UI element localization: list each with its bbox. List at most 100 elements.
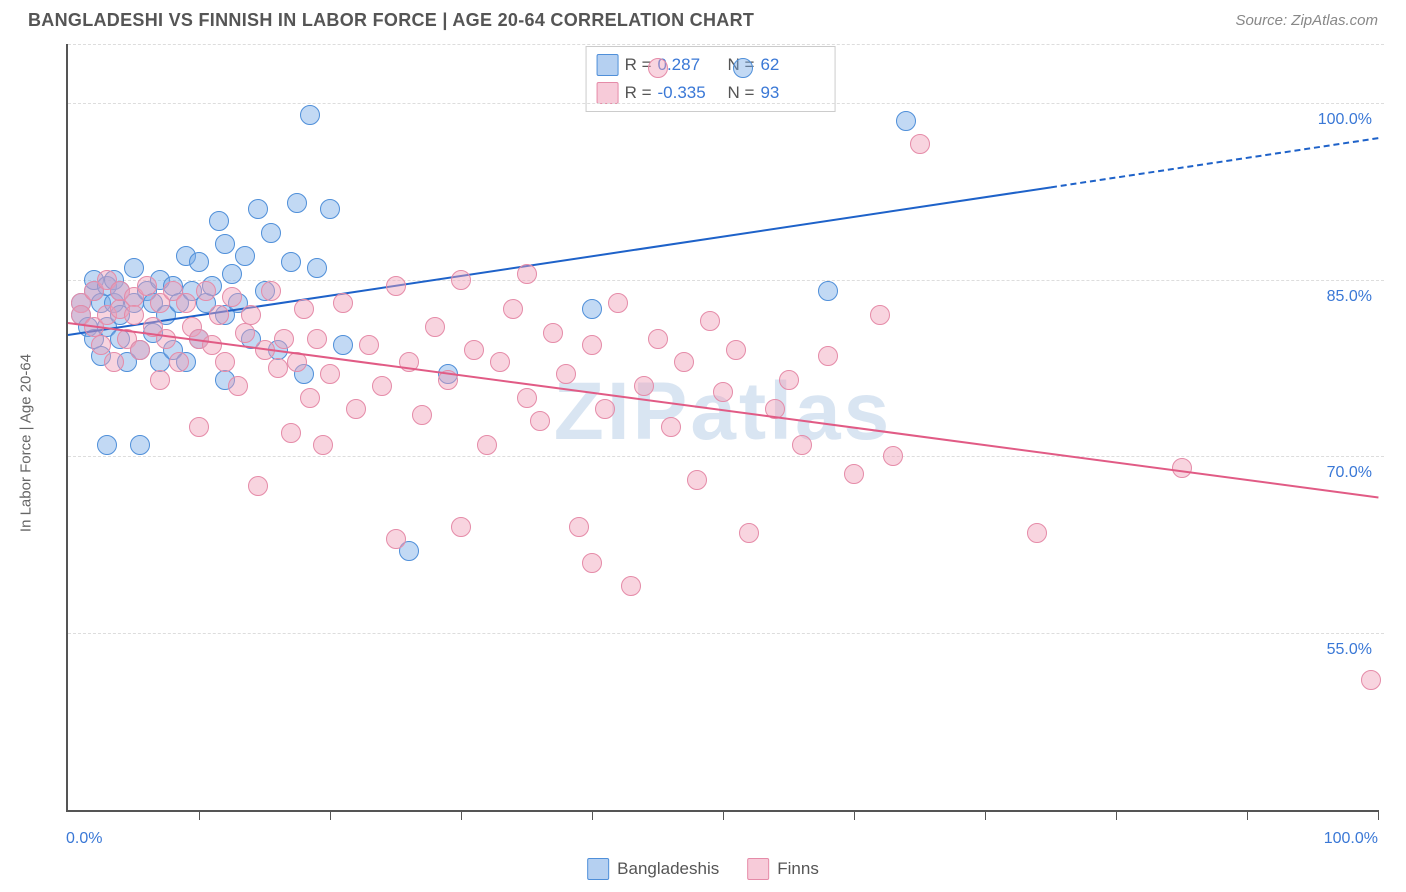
data-point: [209, 305, 229, 325]
data-point: [595, 399, 615, 419]
data-point: [464, 340, 484, 360]
data-point: [621, 576, 641, 596]
data-point: [386, 276, 406, 296]
x-tick: [199, 810, 200, 820]
data-point: [896, 111, 916, 131]
data-point: [726, 340, 746, 360]
x-tick: [592, 810, 593, 820]
legend-item: Finns: [747, 858, 819, 880]
y-tick-label: 55.0%: [1327, 641, 1372, 659]
gridline: [68, 44, 1384, 45]
data-point: [779, 370, 799, 390]
x-tick: [1378, 810, 1379, 820]
data-point: [648, 329, 668, 349]
data-point: [313, 435, 333, 455]
series-legend: Bangladeshis Finns: [587, 858, 819, 880]
gridline: [68, 456, 1384, 457]
data-point: [634, 376, 654, 396]
source-label: Source: ZipAtlas.com: [1235, 12, 1378, 29]
data-point: [818, 281, 838, 301]
data-point: [222, 264, 242, 284]
data-point: [818, 346, 838, 366]
data-point: [150, 370, 170, 390]
data-point: [700, 311, 720, 331]
data-point: [582, 553, 602, 573]
data-point: [215, 234, 235, 254]
data-point: [176, 293, 196, 313]
x-tick: [723, 810, 724, 820]
x-tick: [1116, 810, 1117, 820]
data-point: [844, 464, 864, 484]
data-point: [169, 352, 189, 372]
legend-row: R =0.287N =62: [597, 51, 825, 79]
gridline: [68, 633, 1384, 634]
data-point: [372, 376, 392, 396]
n-value: 62: [760, 55, 824, 75]
data-point: [294, 299, 314, 319]
x-tick: [461, 810, 462, 820]
data-point: [209, 211, 229, 231]
legend-series-label: Bangladeshis: [617, 859, 719, 879]
data-point: [333, 335, 353, 355]
data-point: [1361, 670, 1381, 690]
x-tick: [1247, 810, 1248, 820]
trend-line: [68, 323, 1378, 497]
data-point: [451, 517, 471, 537]
legend-swatch: [597, 82, 619, 104]
data-point: [124, 305, 144, 325]
data-point: [300, 388, 320, 408]
plot-region: ZIPatlas R =0.287N =62R =-0.335N =93 55.…: [66, 44, 1378, 812]
data-point: [189, 252, 209, 272]
data-point: [104, 352, 124, 372]
data-point: [320, 364, 340, 384]
data-point: [556, 364, 576, 384]
data-point: [733, 58, 753, 78]
data-point: [320, 199, 340, 219]
x-tick: [985, 810, 986, 820]
data-point: [648, 58, 668, 78]
data-point: [97, 435, 117, 455]
data-point: [235, 323, 255, 343]
data-point: [202, 335, 222, 355]
data-point: [792, 435, 812, 455]
data-point: [124, 258, 144, 278]
y-tick-label: 100.0%: [1318, 111, 1372, 129]
data-point: [137, 276, 157, 296]
data-point: [503, 299, 523, 319]
data-point: [235, 246, 255, 266]
data-point: [386, 529, 406, 549]
data-point: [130, 435, 150, 455]
data-point: [307, 329, 327, 349]
r-label: R =: [625, 83, 652, 103]
data-point: [261, 223, 281, 243]
data-point: [333, 293, 353, 313]
data-point: [582, 299, 602, 319]
x-axis-max-label: 100.0%: [1324, 830, 1378, 848]
data-point: [222, 287, 242, 307]
data-point: [661, 417, 681, 437]
data-point: [870, 305, 890, 325]
data-point: [215, 352, 235, 372]
data-point: [248, 199, 268, 219]
data-point: [569, 517, 589, 537]
data-point: [196, 281, 216, 301]
data-point: [130, 340, 150, 360]
data-point: [412, 405, 432, 425]
n-value: 93: [760, 83, 824, 103]
data-point: [477, 435, 497, 455]
data-point: [346, 399, 366, 419]
legend-series-label: Finns: [777, 859, 819, 879]
data-point: [451, 270, 471, 290]
data-point: [1027, 523, 1047, 543]
legend-swatch: [747, 858, 769, 880]
data-point: [248, 476, 268, 496]
chart-title: BANGLADESHI VS FINNISH IN LABOR FORCE | …: [28, 10, 754, 31]
data-point: [490, 352, 510, 372]
data-point: [268, 358, 288, 378]
data-point: [156, 329, 176, 349]
data-point: [910, 134, 930, 154]
data-point: [307, 258, 327, 278]
gridline: [68, 103, 1384, 104]
data-point: [241, 305, 261, 325]
data-point: [543, 323, 563, 343]
